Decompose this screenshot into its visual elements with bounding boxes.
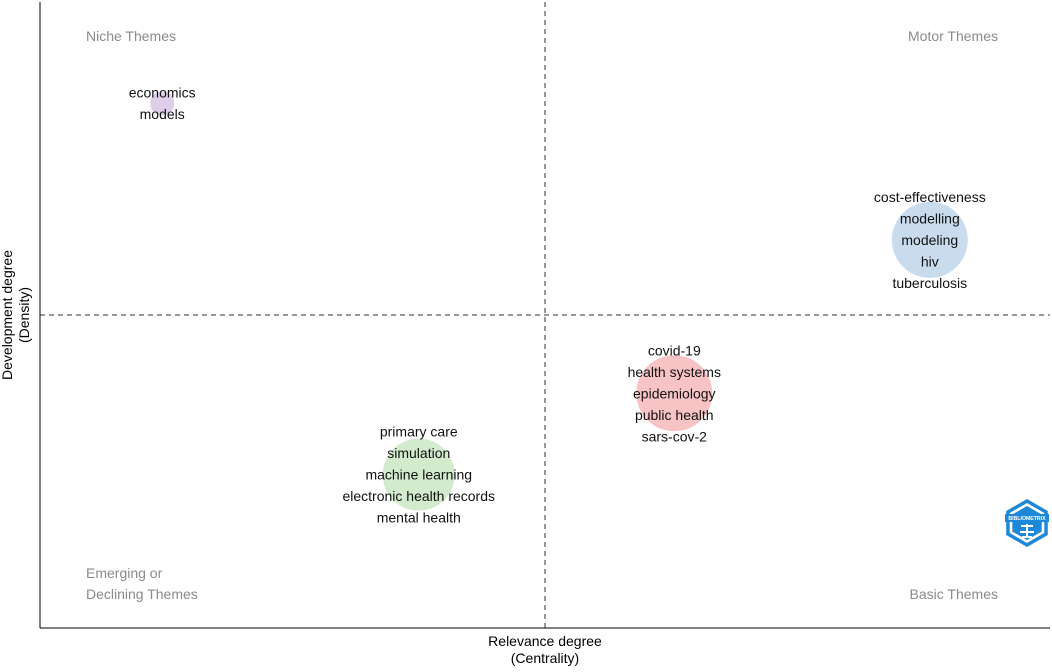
cluster-2-word-label: epidemiology [633, 385, 716, 401]
cluster-bubble-0 [150, 91, 175, 116]
cluster-1-word-label: modeling [901, 232, 958, 248]
cluster-2-word-label: health systems [628, 364, 721, 380]
cluster-1-word-label: tuberculosis [892, 275, 967, 291]
y-axis-subtitle: (Density) [16, 287, 32, 343]
cluster-3-word-label: simulation [387, 445, 450, 461]
cluster-bubble-2 [636, 355, 713, 432]
cluster-bubbles [150, 91, 968, 511]
x-axis-title: Relevance degree [488, 633, 602, 649]
cluster-1-word-label: cost-effectiveness [874, 189, 986, 205]
logo-band [1005, 514, 1049, 522]
quadrant-labels: Niche Themes Motor Themes Emerging or Decli… [86, 28, 998, 602]
quadrant-label-emerging-line-0: Emerging or [86, 565, 163, 581]
cluster-1-word-label: hiv [921, 253, 939, 269]
quadrant-label-niche-line-0: Niche Themes [86, 28, 176, 44]
cluster-3-word-label: mental health [377, 510, 461, 526]
cluster-bubble-3 [382, 438, 455, 511]
cluster-2-word-label: covid-19 [648, 342, 701, 358]
bibliometrix-hexagon-logo: BIBLIOMETRIX [1005, 499, 1049, 547]
quadrant-dividers [40, 2, 1050, 628]
cluster-0-word-label: economics [129, 85, 196, 101]
cluster-2-word-label: sars-cov-2 [642, 428, 708, 444]
cluster-3-word-label: primary care [380, 424, 458, 440]
logo-text: BIBLIOMETRIX [1008, 516, 1046, 522]
logo-tree-mark [1020, 524, 1034, 538]
quadrant-label-basic-line-0: Basic Themes [910, 586, 998, 602]
cluster-1-word-label: modelling [900, 210, 960, 226]
cluster-3-word-label: machine learning [365, 467, 472, 483]
quadrant-label-emerging-line-1: Declining Themes [86, 586, 198, 602]
quadrant-label-motor-line-0: Motor Themes [908, 28, 998, 44]
cluster-3-word-label: electronic health records [342, 488, 495, 504]
cluster-bubble-1 [891, 201, 968, 278]
cluster-0-word-label: models [140, 106, 185, 122]
cluster-labels: economics models cost-effectiveness modelli… [129, 85, 986, 526]
y-axis-title: Development degree [0, 250, 15, 380]
x-axis-subtitle: (Centrality) [511, 650, 579, 666]
cluster-2-word-label: public health [635, 407, 714, 423]
